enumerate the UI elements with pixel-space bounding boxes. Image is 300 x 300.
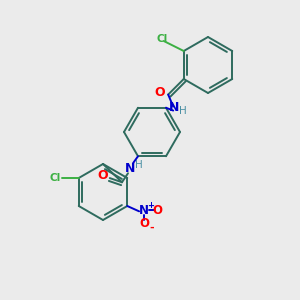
Text: Cl: Cl	[49, 173, 60, 183]
Text: O: O	[152, 204, 162, 217]
Text: N: N	[125, 162, 135, 175]
Text: Cl: Cl	[156, 34, 168, 44]
Text: H: H	[135, 160, 143, 170]
Text: H: H	[179, 106, 187, 116]
Text: +: +	[148, 201, 154, 210]
Text: O: O	[98, 169, 108, 182]
Text: N: N	[169, 101, 179, 114]
Text: -: -	[150, 222, 154, 232]
Text: O: O	[154, 86, 164, 99]
Text: O: O	[139, 217, 149, 230]
Text: N: N	[139, 204, 149, 217]
